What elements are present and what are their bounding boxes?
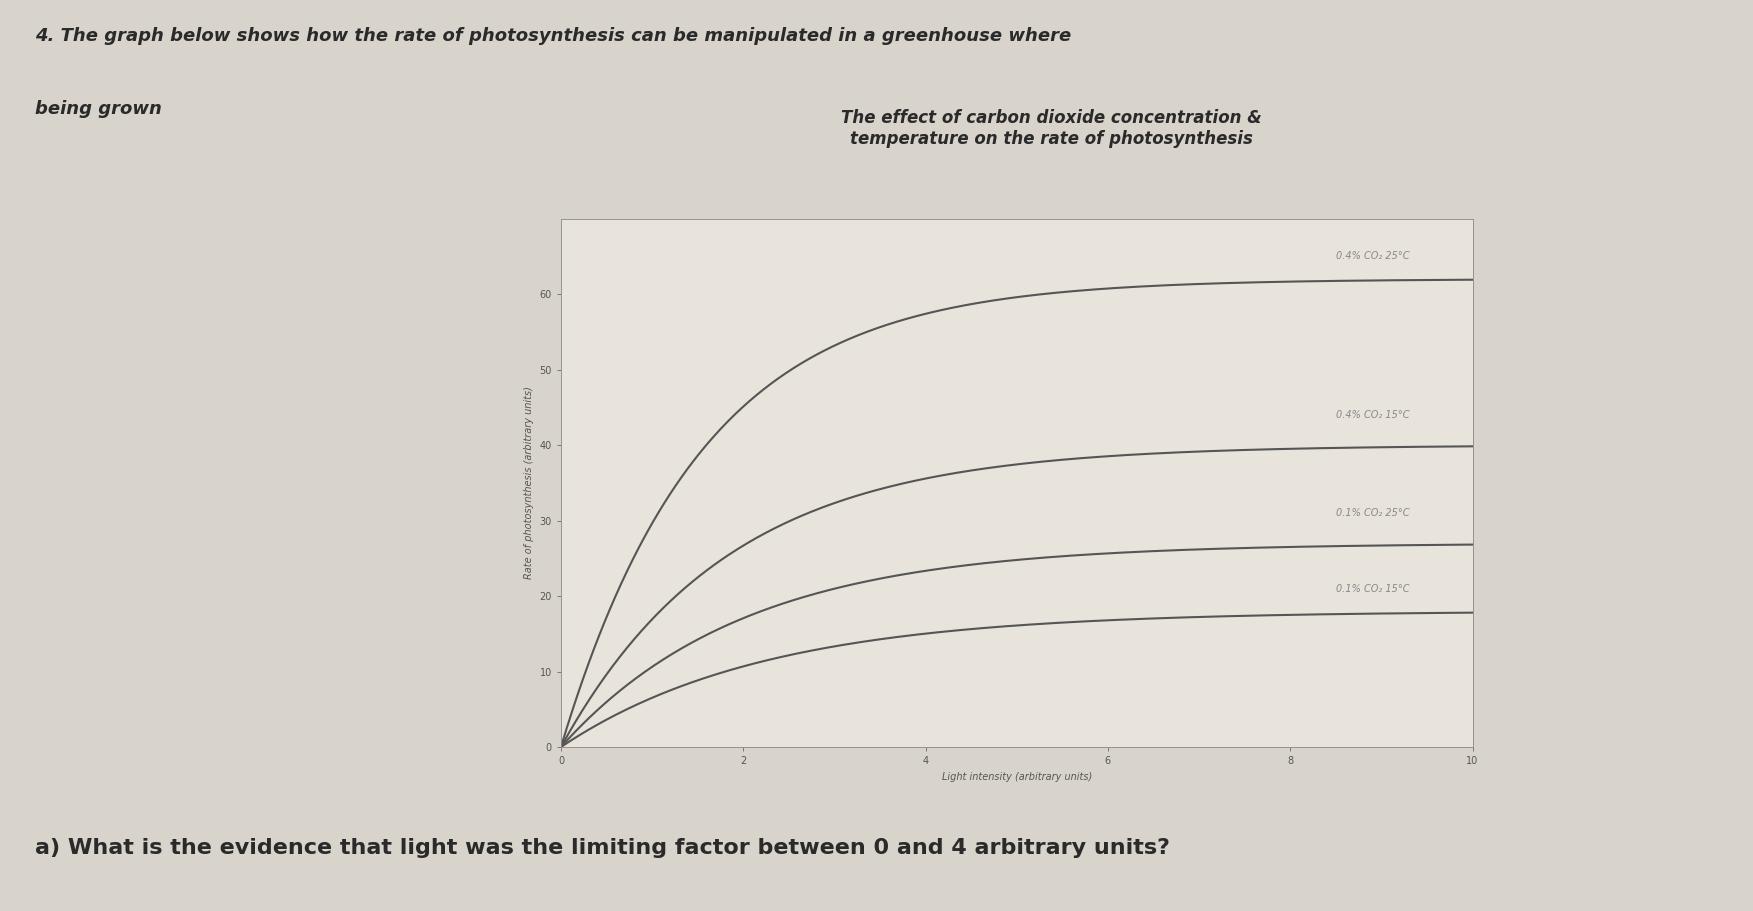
X-axis label: Light intensity (arbitrary units): Light intensity (arbitrary units) (941, 772, 1092, 782)
Text: The effect of carbon dioxide concentration &
temperature on the rate of photosyn: The effect of carbon dioxide concentrati… (841, 109, 1262, 148)
Text: 4. The graph below shows how the rate of photosynthesis can be manipulated in a : 4. The graph below shows how the rate of… (35, 27, 1071, 46)
Y-axis label: Rate of photosynthesis (arbitrary units): Rate of photosynthesis (arbitrary units) (524, 386, 535, 579)
Text: being grown: being grown (35, 100, 161, 118)
Text: a) What is the evidence that light was the limiting factor between 0 and 4 arbit: a) What is the evidence that light was t… (35, 838, 1169, 858)
Text: 0.4% CO₂ 25°C: 0.4% CO₂ 25°C (1336, 251, 1409, 261)
Text: 0.1% CO₂ 25°C: 0.1% CO₂ 25°C (1336, 508, 1409, 518)
Text: 0.4% CO₂ 15°C: 0.4% CO₂ 15°C (1336, 410, 1409, 420)
Text: 0.1% CO₂ 15°C: 0.1% CO₂ 15°C (1336, 584, 1409, 593)
